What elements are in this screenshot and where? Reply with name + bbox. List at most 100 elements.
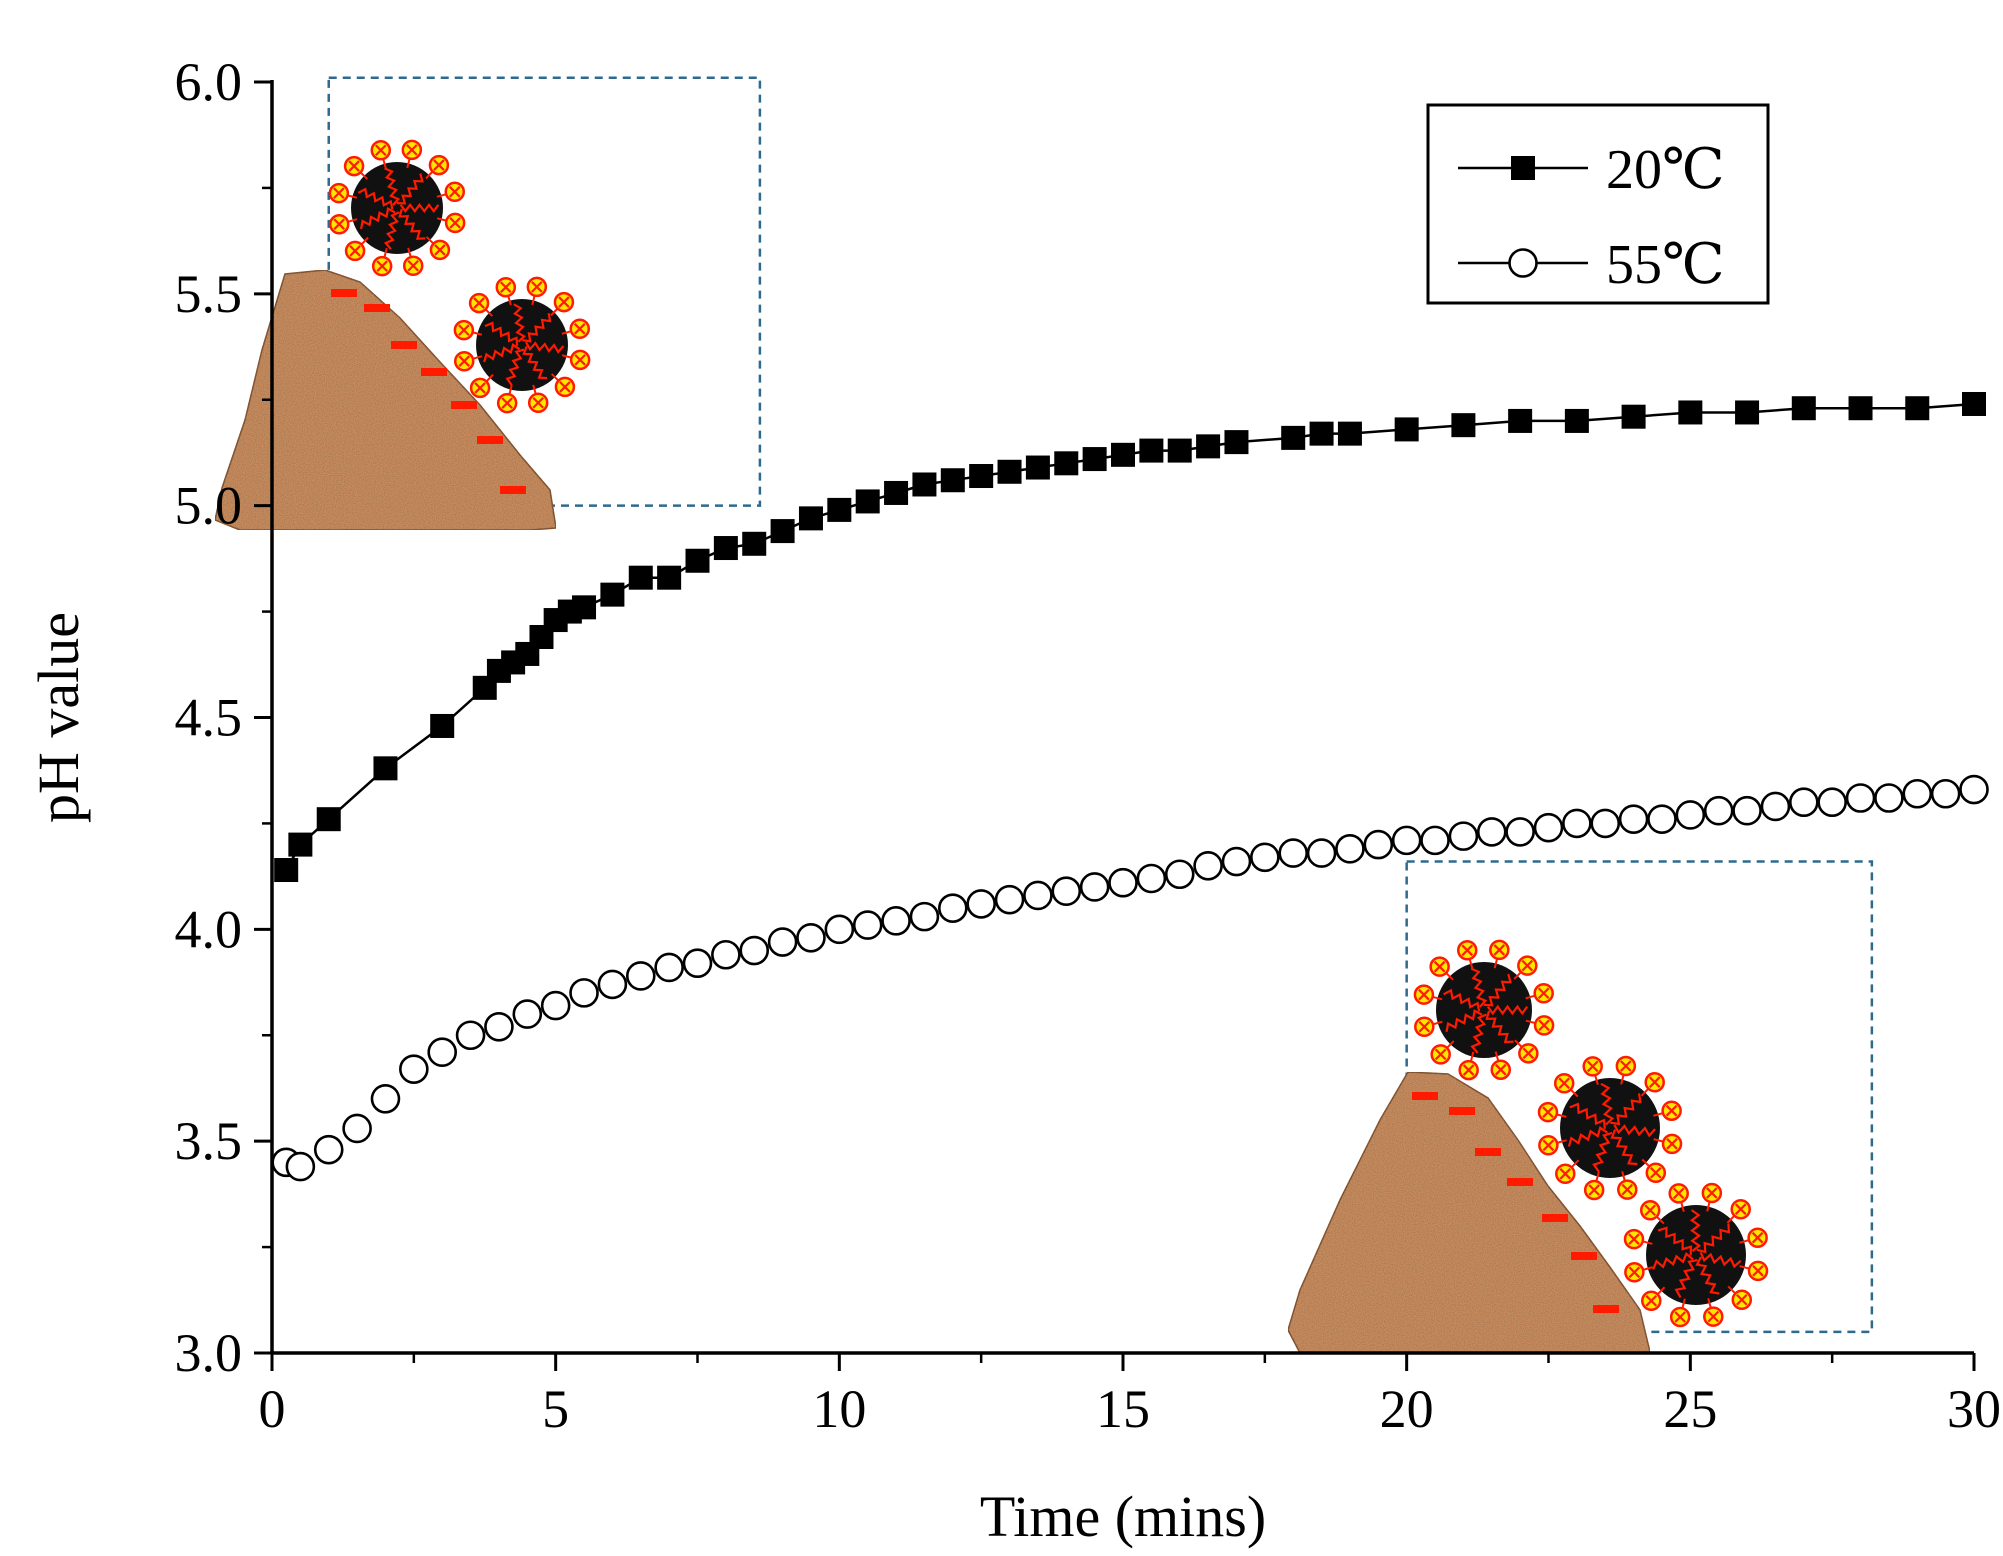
ligand-chain — [1610, 1093, 1642, 1126]
x-tick-label: 10 — [812, 1379, 866, 1439]
data-point-square — [1224, 430, 1249, 455]
positive-charge-mark — [1493, 944, 1506, 956]
data-point-circle — [1420, 825, 1450, 856]
data-point-circle — [1732, 795, 1762, 826]
data-point-square — [685, 548, 710, 573]
positive-charge-mark — [1621, 1183, 1634, 1196]
legend-item: 55℃ — [1458, 234, 1725, 296]
positive-charge-mark — [1620, 1060, 1632, 1072]
data-point-circle — [512, 999, 543, 1029]
x-tick-label: 25 — [1663, 1379, 1717, 1439]
y-tick-label: 3.5 — [175, 1111, 243, 1171]
data-point-circle — [1874, 783, 1904, 813]
positive-charge-mark — [1751, 1231, 1764, 1244]
positive-charge-mark — [574, 354, 586, 366]
positive-charge-mark — [1628, 1266, 1641, 1279]
positive-charge-mark — [1628, 1233, 1640, 1245]
positive-charge-mark — [1522, 1047, 1535, 1060]
x-tick-label: 15 — [1096, 1379, 1150, 1439]
positive-charge-mark — [333, 187, 345, 199]
data-point-square — [572, 595, 597, 620]
positive-charge-mark — [474, 382, 486, 394]
ligand-chain — [1569, 1102, 1606, 1129]
positive-charge-mark — [1674, 1311, 1686, 1323]
data-point-square — [1678, 400, 1703, 425]
positive-charge-mark — [434, 244, 446, 256]
data-point-square — [288, 832, 313, 857]
particle-core — [476, 299, 568, 391]
negative-charge — [1449, 1107, 1475, 1115]
data-point-square — [1621, 404, 1646, 429]
data-point-circle — [739, 935, 770, 966]
positive-charge-mark — [1418, 988, 1430, 1001]
positive-charge-mark — [1588, 1184, 1600, 1196]
positive-charge-mark — [1558, 1077, 1570, 1090]
data-point-circle — [682, 948, 713, 979]
positive-charge-mark — [1734, 1203, 1747, 1215]
ligand-chain — [399, 202, 440, 214]
positive-charge-mark — [348, 160, 360, 172]
ligand-chain — [522, 345, 548, 380]
data-point-square — [1025, 455, 1050, 480]
data-point-circle — [909, 901, 940, 932]
nanoparticle — [1537, 1055, 1683, 1201]
legend-marker-circle — [1508, 248, 1538, 278]
positive-charge-mark — [1542, 1106, 1554, 1118]
negative-charge — [391, 341, 417, 349]
data-point-square — [1281, 425, 1306, 450]
data-point-square — [713, 536, 738, 561]
positive-charge-mark — [1752, 1265, 1764, 1277]
data-point-square — [1337, 421, 1362, 446]
schematic-inset-lower-right — [1287, 860, 1874, 1354]
data-point-square — [969, 464, 994, 489]
ligand-chain — [484, 321, 519, 346]
positive-charge-mark — [1462, 1064, 1475, 1076]
positive-charge-mark — [1521, 959, 1534, 972]
x-tick-label: 0 — [259, 1379, 286, 1439]
negative-charge — [1507, 1178, 1533, 1186]
data-point-circle — [1760, 791, 1791, 822]
positive-charge-mark — [573, 323, 586, 335]
data-point-circle — [1476, 817, 1507, 847]
y-axis-title: pH value — [26, 612, 91, 823]
y-tick-label: 4.5 — [175, 688, 243, 748]
negative-charge — [1412, 1092, 1438, 1100]
positive-charge-mark — [558, 296, 570, 308]
data-point-circle — [1959, 774, 1989, 805]
legend-box — [1426, 103, 1770, 305]
positive-charge-mark — [1645, 1295, 1658, 1307]
ligand-chain — [1699, 1251, 1742, 1269]
data-point-circle — [937, 893, 968, 923]
data-point-circle — [1023, 880, 1053, 911]
ligand-chain — [384, 167, 401, 206]
data-point-circle — [1789, 787, 1819, 818]
ligand-chain — [1470, 967, 1488, 1008]
data-point-square — [770, 519, 795, 544]
ligand-chain — [1483, 973, 1512, 1007]
data-point-circle — [342, 1113, 372, 1144]
data-point-circle — [1164, 859, 1195, 890]
positive-charge-mark — [1665, 1104, 1678, 1117]
data-point-circle — [1845, 783, 1876, 813]
data-point-square — [1054, 451, 1079, 476]
ligand-chain — [357, 187, 394, 210]
data-point-square — [798, 506, 823, 531]
data-point-circle — [994, 884, 1025, 915]
data-point-circle — [1136, 863, 1167, 894]
data-point-square — [742, 531, 767, 556]
negative-charge — [1593, 1305, 1619, 1313]
data-point-circle — [540, 990, 571, 1021]
data-point-square — [1394, 417, 1419, 442]
data-point-square — [1905, 396, 1930, 421]
data-point-circle — [1817, 787, 1847, 818]
y-tick-label: 5.0 — [175, 476, 243, 536]
data-point-circle — [966, 889, 996, 919]
positive-charge-mark — [1542, 1139, 1555, 1152]
positive-charge-mark — [473, 297, 485, 309]
data-point-circle — [1930, 778, 1961, 809]
ligand-chain — [396, 173, 424, 205]
positive-charge-mark — [1706, 1187, 1718, 1199]
positive-charge-mark — [458, 324, 470, 336]
ligand-chain — [360, 207, 396, 230]
